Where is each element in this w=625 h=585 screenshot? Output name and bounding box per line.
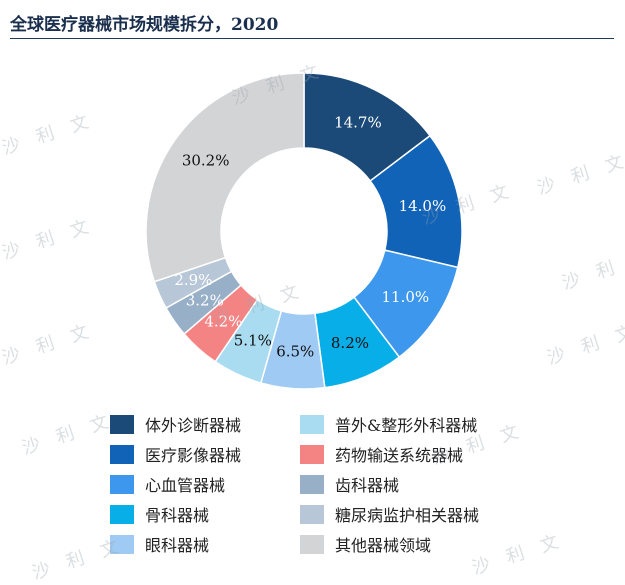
- legend-item: 糖尿病监护相关器械: [300, 502, 530, 526]
- legend-item: 齿科器械: [300, 472, 530, 496]
- legend-label: 药物输送系统器械: [335, 446, 464, 465]
- legend-swatch: [300, 534, 324, 554]
- legend-label: 齿科器械: [335, 476, 400, 495]
- legend-item: 其他器械领域: [300, 532, 530, 556]
- chart-legend: 体外诊断器械 普外&整形外科器械医疗影像器械 药物输送系统器械心血管器械 齿科器械骨科…: [110, 412, 530, 556]
- legend-label: 骨科器械: [145, 506, 210, 525]
- slice-label-3: 8.2%: [331, 334, 369, 352]
- slice-labels: 14.7% 14.0% 11.0% 8.2% 6.5%5.1% 4.2% 3.2% 2.9% 3…: [174, 114, 446, 361]
- legend-item: 医疗影像器械: [110, 442, 300, 466]
- legend-item: 体外诊断器械: [110, 412, 300, 436]
- legend-label: 其他器械领域: [335, 536, 432, 555]
- legend-label: 医疗影像器械: [145, 446, 242, 465]
- slice-label-1: 14.0%: [399, 197, 447, 215]
- legend-swatch: [110, 474, 134, 494]
- slice-label-7: 3.2%: [186, 291, 224, 309]
- slice-label-0: 14.7%: [334, 114, 382, 132]
- slice-label-2: 11.0%: [382, 288, 430, 306]
- slice-label-8: 2.9%: [174, 271, 212, 289]
- slice-label-5: 5.1%: [234, 332, 272, 350]
- donut-chart: 14.7% 14.0% 11.0% 8.2% 6.5%5.1% 4.2% 3.2% 2.9% 3…: [145, 72, 463, 390]
- legend-swatch: [110, 414, 134, 434]
- slice-label-4: 6.5%: [276, 343, 314, 361]
- watermark: 沙 利 文: [19, 409, 117, 460]
- slice-label-9: 30.2%: [182, 151, 230, 169]
- legend-item: 普外&整形外科器械: [300, 412, 530, 436]
- legend-label: 普外&整形外科器械: [335, 416, 478, 435]
- legend-swatch: [300, 444, 324, 464]
- legend-swatch: [300, 504, 324, 524]
- chart-title: 全球医疗器械市场规模拆分，2020: [10, 15, 279, 35]
- legend-label: 糖尿病监护相关器械: [335, 506, 480, 525]
- legend-swatch: [110, 534, 134, 554]
- legend-item: 骨科器械: [110, 502, 300, 526]
- legend-swatch: [300, 414, 324, 434]
- legend-label: 心血管器械: [145, 476, 226, 495]
- slices: [145, 72, 463, 390]
- legend-label: 眼科器械: [145, 536, 210, 555]
- legend-swatch: [110, 504, 134, 524]
- legend-item: 眼科器械: [110, 532, 300, 556]
- legend-item: 心血管器械: [110, 472, 300, 496]
- legend-item: 药物输送系统器械: [300, 442, 530, 466]
- legend-swatch: [300, 474, 324, 494]
- title-divider: [10, 38, 614, 39]
- slice-9: [145, 72, 305, 283]
- legend-label: 体外诊断器械: [145, 416, 242, 435]
- slice-label-6: 4.2%: [204, 312, 242, 330]
- legend-swatch: [110, 444, 134, 464]
